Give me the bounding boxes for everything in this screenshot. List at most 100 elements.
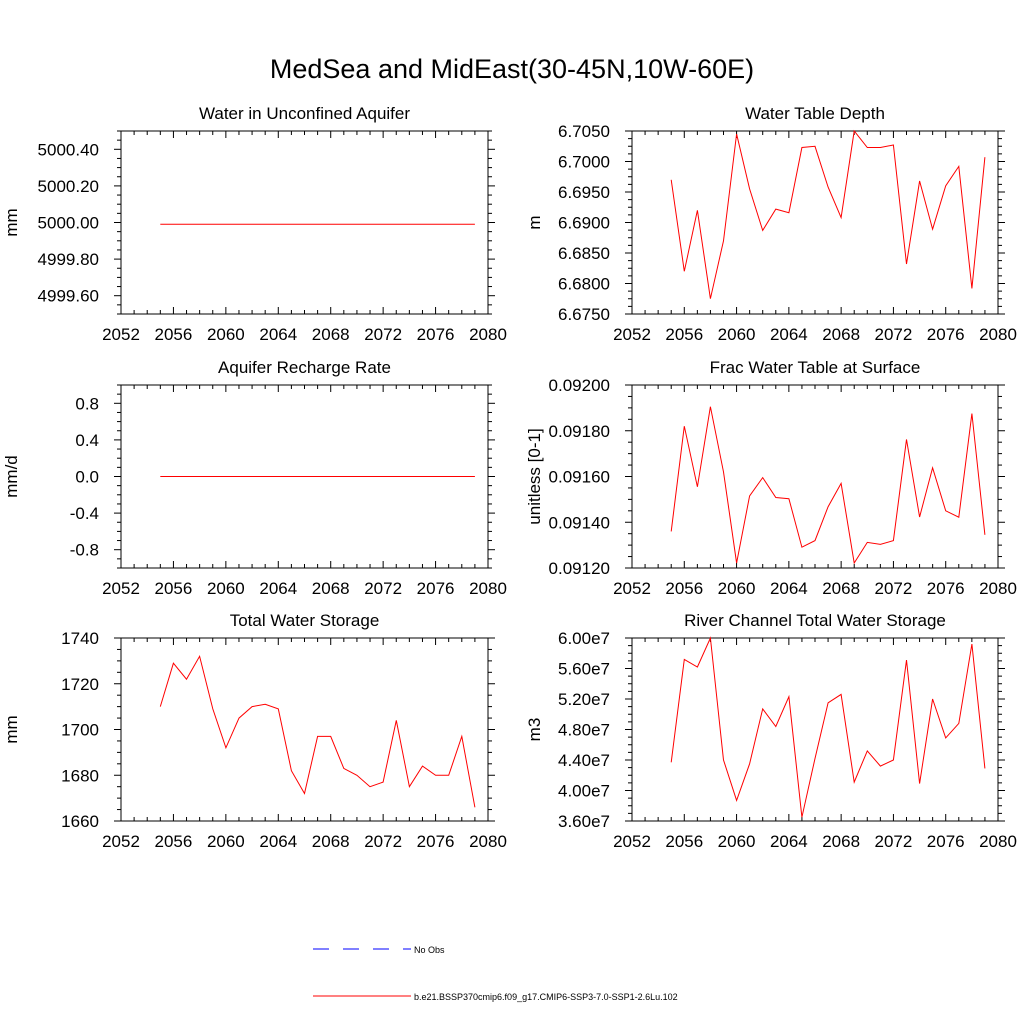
panel-title: Water in Unconfined Aquifer <box>199 104 410 123</box>
data-point <box>369 476 371 478</box>
data-point <box>958 723 960 725</box>
data-point <box>945 737 947 739</box>
x-tick-label: 2064 <box>259 325 297 344</box>
data-point <box>788 212 790 214</box>
x-tick-label: 2052 <box>613 325 651 344</box>
x-tick-label: 2056 <box>665 325 703 344</box>
x-tick-label: 2064 <box>770 832 808 851</box>
y-tick-label: 0.4 <box>75 431 99 450</box>
y-tick-label: 6.6850 <box>558 244 610 263</box>
data-point <box>853 562 855 564</box>
y-tick-label: 6.6750 <box>558 305 610 324</box>
x-tick-label: 2060 <box>207 579 245 598</box>
y-axis-label: mm <box>2 208 21 236</box>
x-tick-label: 2068 <box>822 325 860 344</box>
x-tick-label: 2064 <box>259 832 297 851</box>
data-point <box>238 476 240 478</box>
data-point <box>264 476 266 478</box>
x-tick-label: 2080 <box>469 832 507 851</box>
data-point <box>291 476 293 478</box>
data-point <box>919 516 921 518</box>
data-point <box>461 224 463 226</box>
y-tick-label: 5000.20 <box>38 177 99 196</box>
data-point <box>160 706 162 708</box>
chart-panel-6: 2052 2056 2060 2064 2068 2072 2076 2080 3.60e7 4.… <box>525 611 1017 851</box>
data-point <box>304 476 306 478</box>
x-tick-label: 2072 <box>875 579 913 598</box>
data-point <box>343 224 345 226</box>
x-tick-label: 2068 <box>312 325 350 344</box>
x-tick-label: 2076 <box>927 325 965 344</box>
series-line <box>670 636 986 818</box>
data-point <box>251 476 253 478</box>
data-point <box>945 510 947 512</box>
y-tick-label: 6.7000 <box>558 153 610 172</box>
series-line <box>670 129 986 299</box>
series-line <box>159 654 476 808</box>
data-point <box>683 271 685 273</box>
data-point <box>932 467 934 469</box>
x-tick-label: 2076 <box>927 832 965 851</box>
data-point <box>945 185 947 187</box>
data-point <box>880 544 882 546</box>
data-point <box>474 476 476 478</box>
data-point <box>448 476 450 478</box>
y-tick-label: 1660 <box>61 812 99 831</box>
panel-title: River Channel Total Water Storage <box>684 611 946 630</box>
y-tick-label: 0.0 <box>75 468 99 487</box>
data-point <box>291 770 293 772</box>
data-point <box>683 659 685 661</box>
figure-title: MedSea and MidEast(30-45N,10W-60E) <box>269 54 755 84</box>
data-point <box>697 666 699 668</box>
data-point <box>827 506 829 508</box>
x-tick-label: 2076 <box>927 579 965 598</box>
x-tick-label: 2068 <box>822 832 860 851</box>
data-point <box>840 483 842 485</box>
y-tick-label: 0.09140 <box>549 513 610 532</box>
data-point <box>173 476 175 478</box>
x-tick-label: 2052 <box>102 579 140 598</box>
data-point <box>958 166 960 168</box>
data-point <box>160 476 162 478</box>
data-point <box>474 806 476 808</box>
data-point <box>762 708 764 710</box>
data-point <box>866 147 868 149</box>
x-tick-label: 2072 <box>364 325 402 344</box>
data-point <box>683 425 685 427</box>
data-point <box>827 186 829 188</box>
x-tick-label: 2060 <box>718 325 756 344</box>
x-tick-label: 2080 <box>979 325 1017 344</box>
x-tick-label: 2080 <box>469 325 507 344</box>
data-point <box>422 765 424 767</box>
data-point <box>291 224 293 226</box>
data-point <box>775 726 777 728</box>
data-point <box>435 774 437 776</box>
x-tick-label: 2052 <box>613 832 651 851</box>
chart-panel-4: 2052 2056 2060 2064 2068 2072 2076 2080 0.09120 0… <box>525 358 1017 598</box>
data-point <box>251 706 253 708</box>
data-point <box>461 736 463 738</box>
x-tick-label: 2072 <box>364 832 402 851</box>
data-point <box>893 144 895 146</box>
y-tick-label: 6.6900 <box>558 214 610 233</box>
data-point <box>984 156 986 158</box>
data-point <box>382 224 384 226</box>
data-point <box>369 224 371 226</box>
data-point <box>238 224 240 226</box>
data-point <box>723 471 725 473</box>
data-point <box>906 659 908 661</box>
data-point <box>971 413 973 415</box>
data-point <box>919 180 921 182</box>
x-tick-label: 2076 <box>417 579 455 598</box>
data-point <box>435 224 437 226</box>
data-point <box>906 263 908 265</box>
data-point <box>814 145 816 147</box>
data-point <box>736 800 738 802</box>
y-tick-label: -0.4 <box>70 504 99 523</box>
x-tick-label: 2060 <box>207 325 245 344</box>
x-tick-label: 2056 <box>665 832 703 851</box>
x-tick-label: 2072 <box>875 325 913 344</box>
data-point <box>173 224 175 226</box>
x-tick-label: 2060 <box>207 832 245 851</box>
y-tick-label: 4.80e7 <box>558 721 610 740</box>
